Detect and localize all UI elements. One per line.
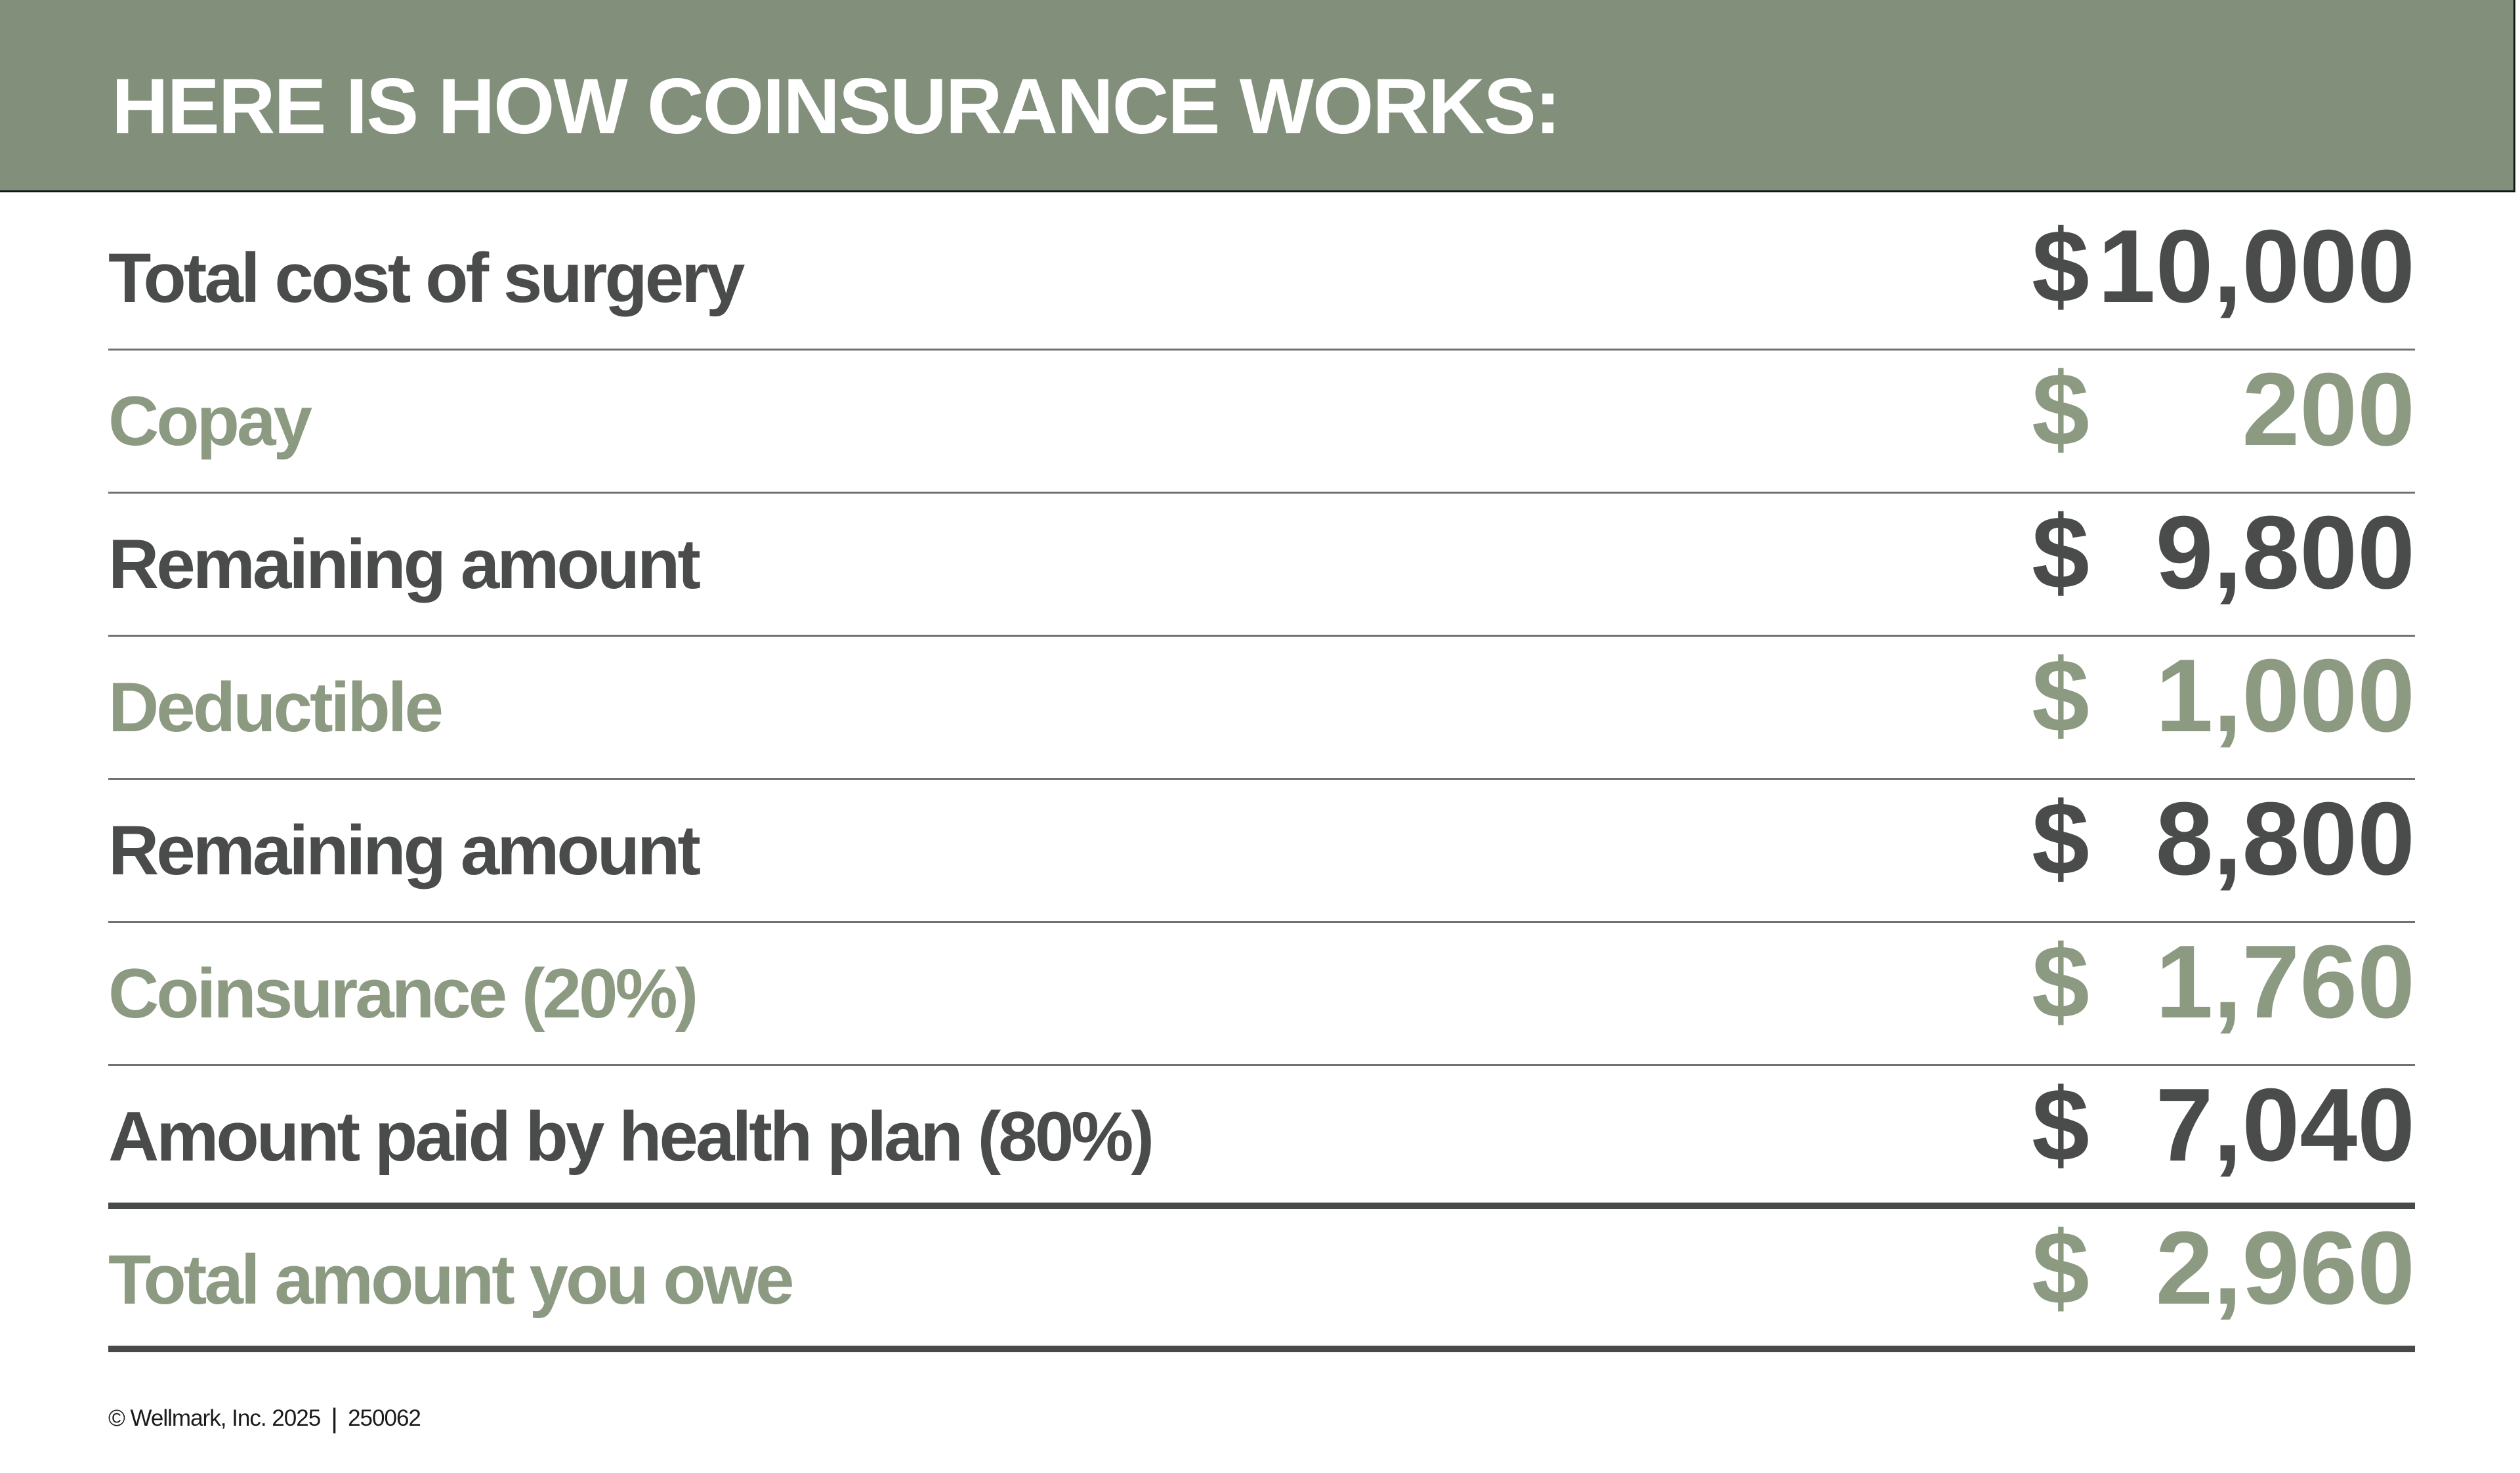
header-band: HERE IS HOW COINSURANCE WORKS: xyxy=(0,0,2515,192)
row-amount: 200 xyxy=(2242,352,2415,467)
copyright-text: © Wellmark, Inc. 2025 xyxy=(108,1405,321,1431)
table-row: Copay $ 200 xyxy=(108,351,2415,494)
row-amount: 10,000 xyxy=(2097,209,2415,324)
coinsurance-table: Total cost of surgery $ 10,000 Copay $ 2… xyxy=(108,192,2415,1352)
currency-symbol: $ xyxy=(2032,352,2090,467)
table-row: Remaining amount $ 8,800 xyxy=(108,780,2415,923)
row-amount: 1,000 xyxy=(2155,638,2415,754)
table-row: Amount paid by health plan (80%) $ 7,040 xyxy=(108,1066,2415,1209)
row-amount: 1,760 xyxy=(2155,924,2415,1040)
table-row: Deductible $ 1,000 xyxy=(108,637,2415,780)
footer-divider: | xyxy=(331,1403,338,1434)
row-amount: 2,960 xyxy=(2155,1210,2415,1326)
row-amount: 8,800 xyxy=(2155,781,2415,897)
row-amount: 7,040 xyxy=(2155,1067,2415,1183)
row-label: Coinsurance (20%) xyxy=(108,954,698,1033)
currency-symbol: $ xyxy=(2032,638,2090,754)
currency-symbol: $ xyxy=(2032,1067,2090,1183)
table-row: Remaining amount $ 9,800 xyxy=(108,494,2415,637)
table-row: Total cost of surgery $ 10,000 xyxy=(108,192,2415,351)
currency-symbol: $ xyxy=(2032,495,2090,610)
row-value: $ 2,960 xyxy=(2032,1216,2415,1320)
footer: © Wellmark, Inc. 2025 | 250062 xyxy=(108,1405,421,1432)
currency-symbol: $ xyxy=(2032,781,2090,897)
page-title: HERE IS HOW COINSURANCE WORKS: xyxy=(112,62,1561,150)
row-value: $ 1,000 xyxy=(2032,644,2415,748)
row-label: Copay xyxy=(108,381,312,460)
row-label: Remaining amount xyxy=(108,811,701,889)
row-value: $ 9,800 xyxy=(2032,501,2415,605)
row-value: $ 7,040 xyxy=(2032,1073,2415,1177)
row-label: Total amount you owe xyxy=(108,1240,795,1319)
row-value: $ 200 xyxy=(2032,358,2415,461)
table-row: Total amount you owe $ 2,960 xyxy=(108,1209,2415,1352)
currency-symbol: $ xyxy=(2032,924,2090,1040)
currency-symbol: $ xyxy=(2032,209,2090,324)
row-value: $ 8,800 xyxy=(2032,787,2415,891)
row-label: Total cost of surgery xyxy=(108,238,745,317)
row-label: Amount paid by health plan (80%) xyxy=(108,1097,1154,1176)
row-label: Deductible xyxy=(108,668,444,746)
row-amount: 9,800 xyxy=(2155,495,2415,610)
row-value: $ 10,000 xyxy=(2032,215,2415,318)
row-value: $ 1,760 xyxy=(2032,930,2415,1034)
row-label: Remaining amount xyxy=(108,524,701,603)
currency-symbol: $ xyxy=(2032,1210,2090,1326)
document-code: 250062 xyxy=(348,1405,421,1431)
table-row: Coinsurance (20%) $ 1,760 xyxy=(108,923,2415,1066)
